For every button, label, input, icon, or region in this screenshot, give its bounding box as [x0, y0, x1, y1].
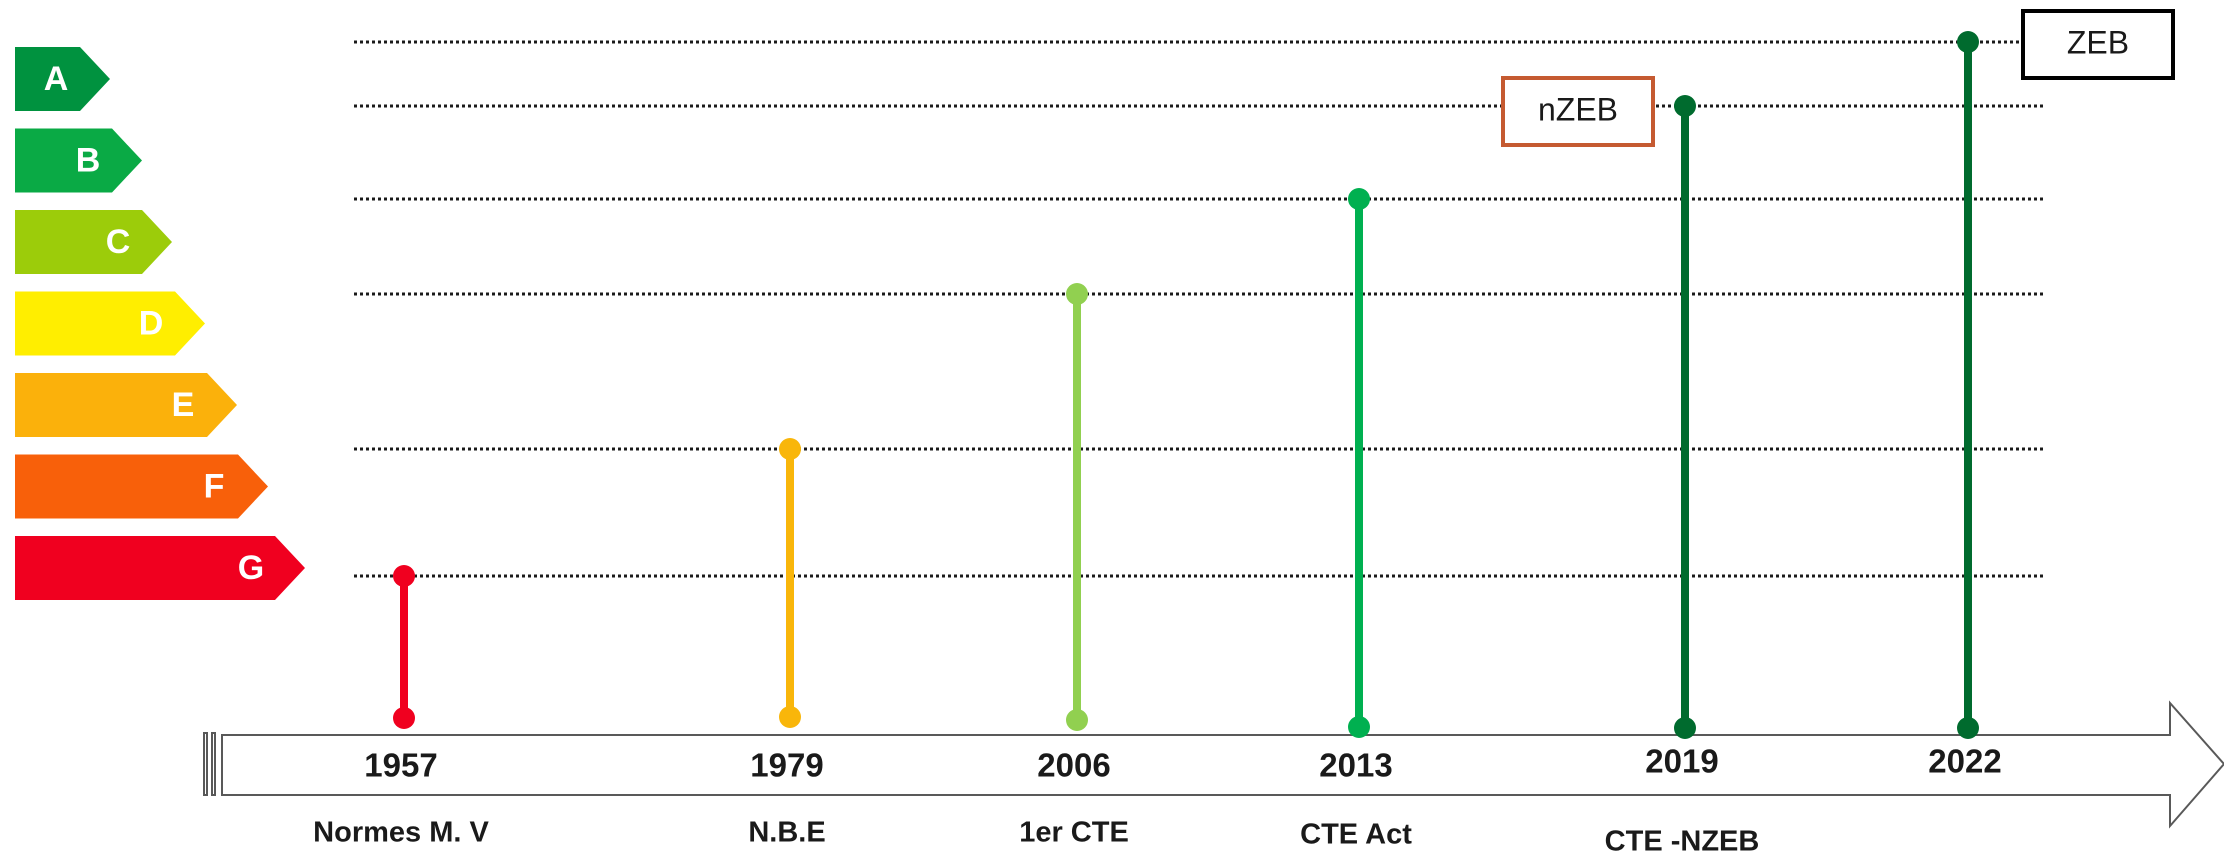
- energy-label-shape: [15, 210, 172, 274]
- milestone-base-marker: [1674, 717, 1696, 739]
- milestone-regulation: CTE -NZEB: [1605, 826, 1760, 855]
- energy-label-e: E: [15, 373, 237, 437]
- arrow-tail-stripe: [203, 732, 208, 796]
- energy-label-shape: [15, 47, 110, 111]
- milestone-top-marker: [1957, 31, 1979, 53]
- energy-label-f: F: [15, 454, 268, 519]
- milestone-2006: [1066, 283, 1088, 731]
- zeb-callout-box: [2021, 9, 2175, 80]
- milestone-2013: [1348, 188, 1370, 738]
- milestone-labels: 1957 Normes M. V 1979 N.B.E 2006 1er CTE 2013 C…: [313, 743, 2002, 855]
- energy-label-letter: B: [76, 141, 101, 179]
- energy-label-d: D: [15, 291, 205, 356]
- timeline-arrow: [203, 700, 2224, 829]
- milestone-top-marker: [779, 438, 801, 460]
- milestone-base-marker: [779, 706, 801, 728]
- nzeb-callout-label: nZEB: [1538, 91, 1618, 127]
- callouts: nZEB ZEB: [1501, 9, 2175, 147]
- milestone-regulation: CTE Act: [1300, 819, 1412, 851]
- arrow-tail-stripe: [211, 732, 216, 796]
- milestone-year: 2019: [1645, 743, 1718, 780]
- nzeb-callout-box: [1501, 76, 1655, 147]
- level-dotted-lines: [354, 40, 2045, 578]
- energy-label-letter: E: [172, 386, 195, 424]
- milestone-base-marker: [393, 707, 415, 729]
- energy-label-a: A: [15, 47, 110, 111]
- milestone-year: 1979: [750, 747, 823, 784]
- energy-label-letter: D: [139, 304, 164, 342]
- energy-label-scale: A B C D E F G: [15, 47, 305, 600]
- milestone-year: 1957: [364, 747, 437, 784]
- milestone-top-marker: [1348, 188, 1370, 210]
- milestone-year: 2006: [1037, 747, 1110, 784]
- energy-label-b: B: [15, 128, 142, 193]
- milestone-top-marker: [1066, 283, 1088, 305]
- milestone-2022: [1957, 31, 1979, 739]
- milestone-stems: [393, 31, 1979, 739]
- milestone-year: 2022: [1928, 743, 2001, 780]
- zeb-callout-label: ZEB: [2067, 24, 2129, 60]
- energy-label-letter: F: [204, 467, 225, 505]
- milestone-top-marker: [393, 565, 415, 587]
- energy-label-g: G: [15, 536, 305, 600]
- energy-label-shape: [15, 128, 142, 193]
- milestone-2019: [1674, 95, 1696, 739]
- milestone-1979: [779, 438, 801, 728]
- milestone-regulation: 1er CTE: [1019, 817, 1129, 849]
- milestone-1957: [393, 565, 415, 729]
- milestone-regulation: Normes M. V: [313, 817, 489, 849]
- energy-label-shape: [15, 291, 205, 356]
- energy-label-shape: [15, 536, 305, 600]
- milestone-base-marker: [1066, 709, 1088, 731]
- milestone-top-marker: [1674, 95, 1696, 117]
- energy-label-shape: [15, 373, 237, 437]
- energy-label-letter: C: [106, 223, 131, 261]
- energy-label-letter: A: [44, 60, 69, 98]
- arrow-body: [221, 700, 2224, 829]
- energy-label-letter: G: [238, 549, 264, 587]
- milestone-regulation: N.B.E: [748, 817, 825, 849]
- milestone-year: 2013: [1319, 747, 1392, 784]
- milestone-base-marker: [1957, 717, 1979, 739]
- energy-label-c: C: [15, 210, 172, 274]
- milestone-base-marker: [1348, 716, 1370, 738]
- energy-label-shape: [15, 454, 268, 519]
